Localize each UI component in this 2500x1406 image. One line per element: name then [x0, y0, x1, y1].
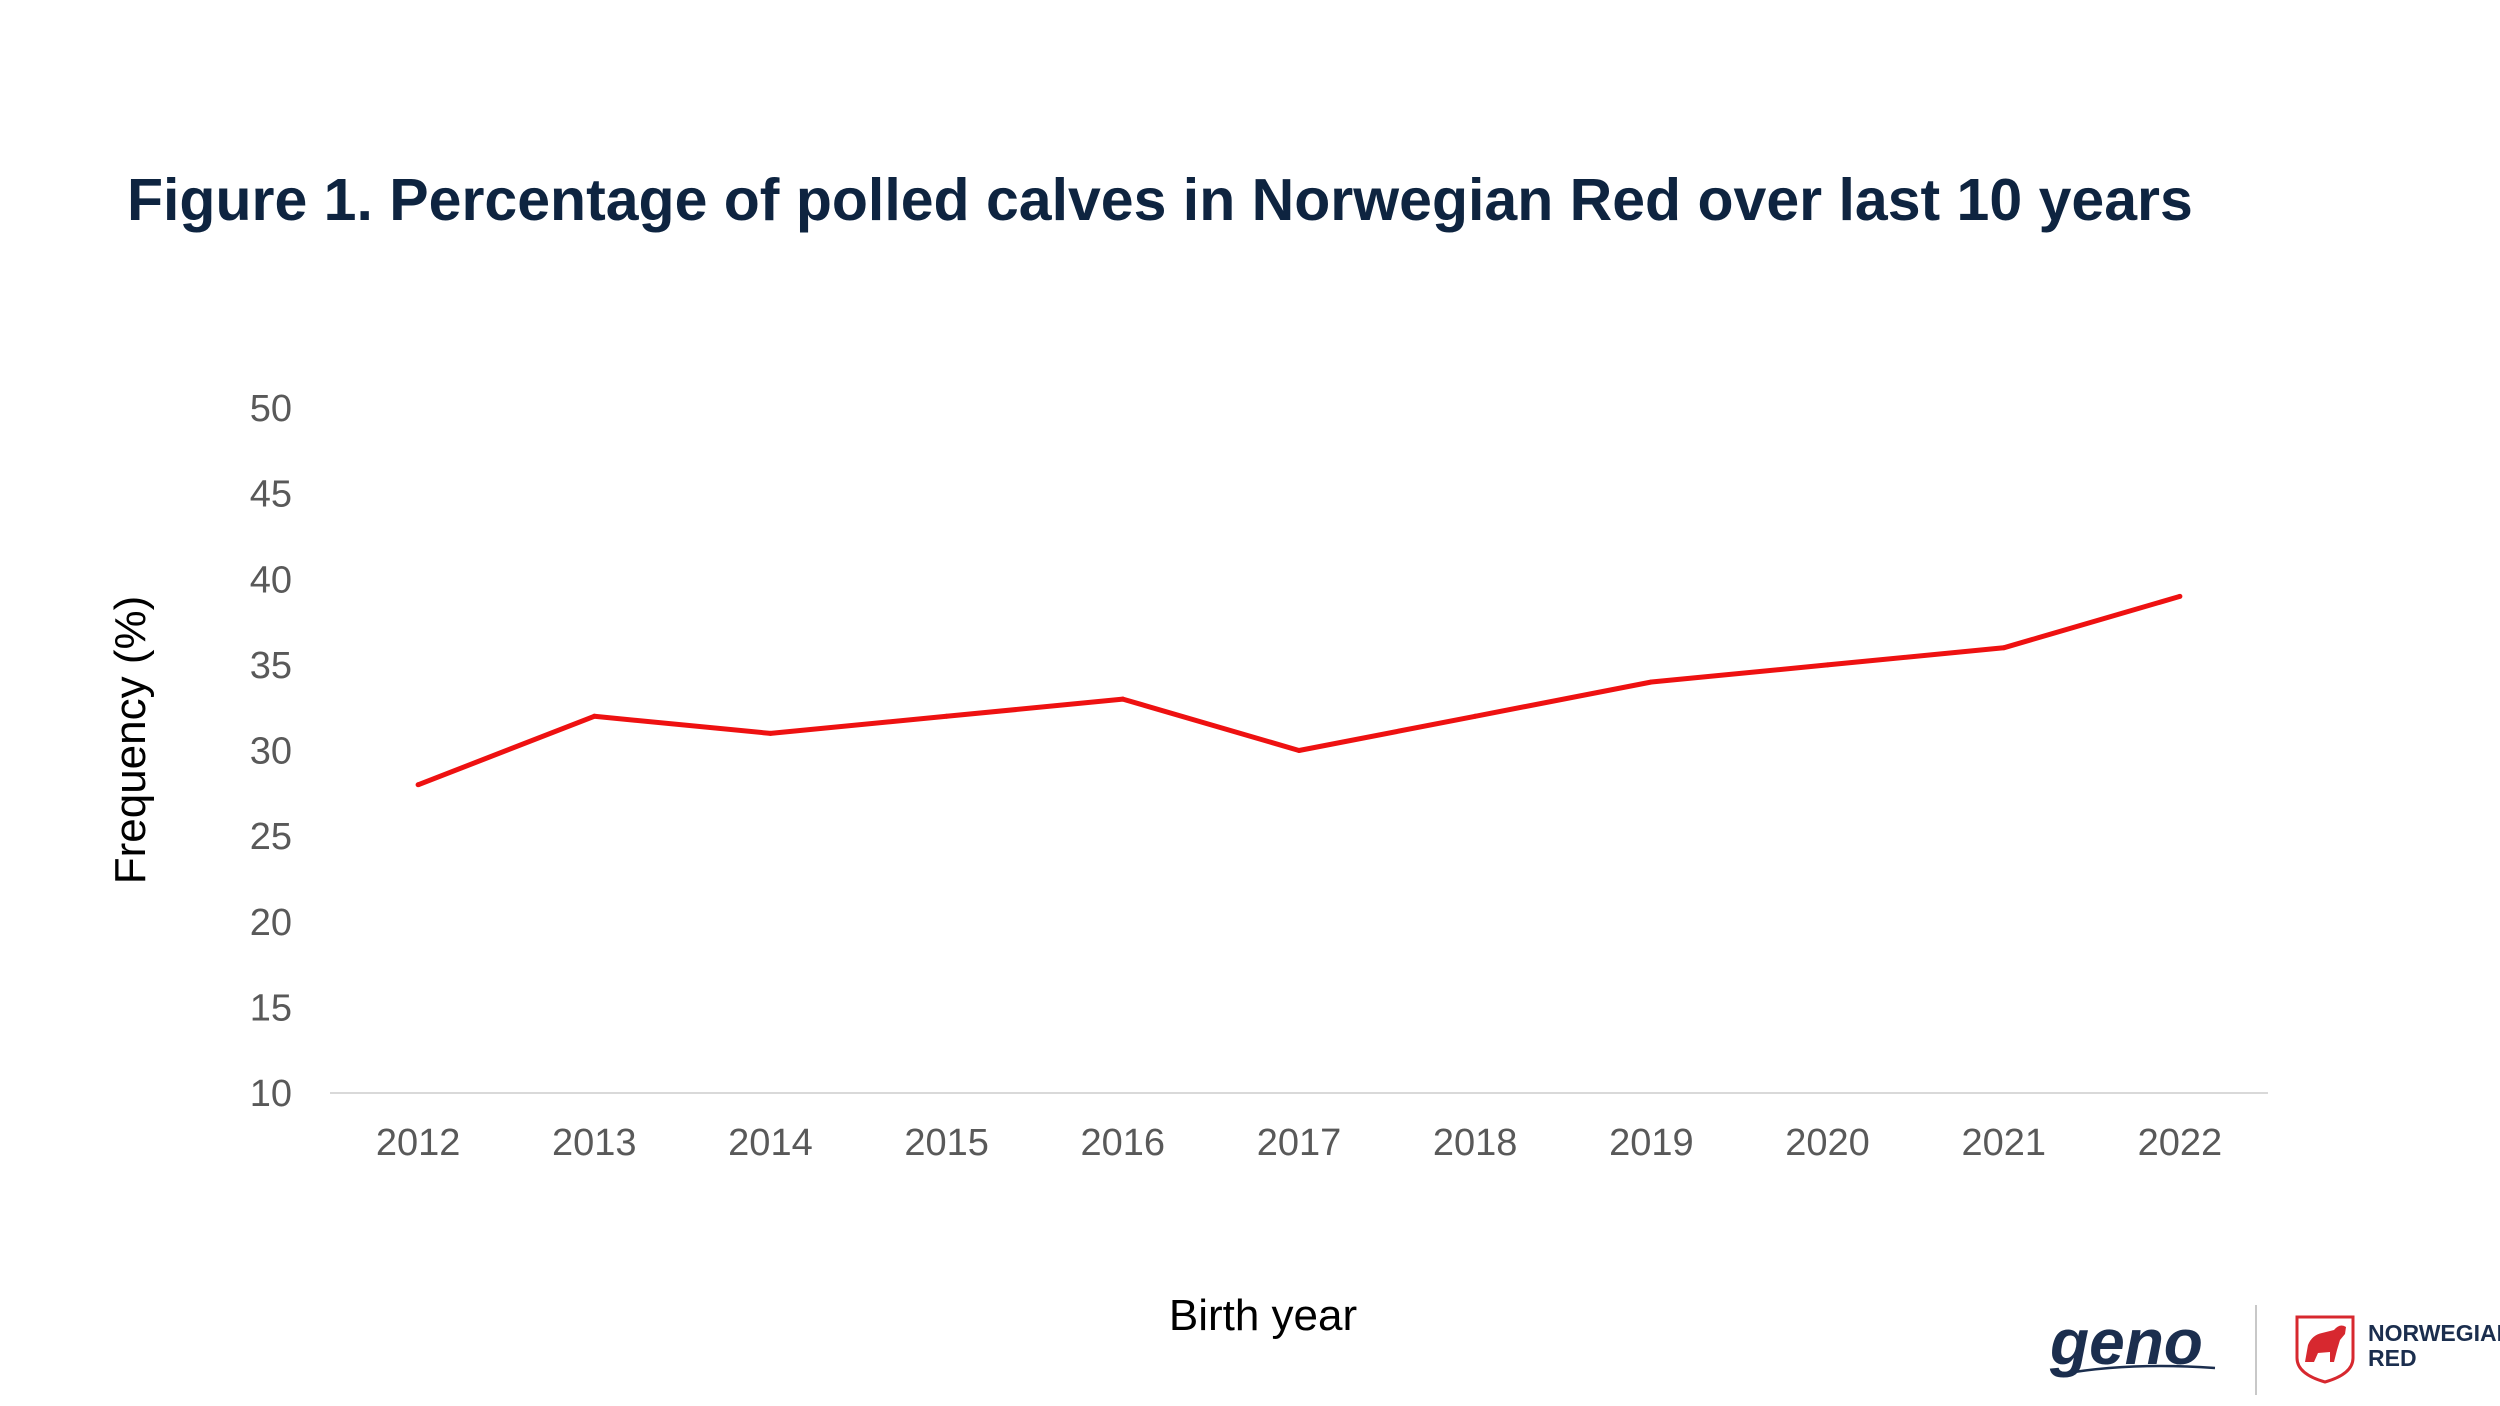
y-axis-ticks: 10 15 20 25 30 35 40 45 50: [250, 388, 292, 1115]
y-tick-label: 10: [250, 1073, 292, 1115]
data-point: [944, 713, 950, 719]
data-point: [767, 730, 773, 736]
x-tick-label: 2016: [1081, 1122, 1166, 1164]
y-tick-label: 35: [250, 645, 292, 687]
x-tick-label: 2018: [1433, 1122, 1518, 1164]
y-tick-label: 50: [250, 388, 292, 430]
data-point: [415, 782, 421, 788]
data-point: [591, 713, 597, 719]
x-tick-label: 2020: [1785, 1122, 1870, 1164]
figure-title: Figure 1. Percentage of polled calves in…: [127, 167, 2193, 233]
y-tick-label: 25: [250, 816, 292, 858]
x-axis-title: Birth year: [1169, 1291, 1357, 1340]
y-tick-label: 20: [250, 902, 292, 944]
data-point: [2177, 593, 2183, 599]
data-point: [1120, 696, 1126, 702]
data-point: [1825, 662, 1831, 668]
data-point: [2001, 645, 2007, 651]
x-tick-label: 2014: [728, 1122, 813, 1164]
x-axis-ticks: 2012 2013 2014 2015 2016 2017 2018 2019 2020 2021…: [376, 1122, 2222, 1164]
y-tick-label: 40: [250, 559, 292, 601]
x-tick-label: 2013: [552, 1122, 637, 1164]
x-tick-label: 2022: [2138, 1122, 2223, 1164]
y-axis-title: Frequency (%): [106, 596, 155, 885]
data-point: [1472, 713, 1478, 719]
x-tick-label: 2019: [1609, 1122, 1694, 1164]
y-tick-label: 30: [250, 731, 292, 773]
x-tick-label: 2021: [1961, 1122, 2046, 1164]
y-tick-label: 45: [250, 474, 292, 516]
x-tick-label: 2015: [904, 1122, 989, 1164]
data-point: [1296, 748, 1302, 753]
x-tick-label: 2017: [1257, 1122, 1342, 1164]
data-point: [1648, 679, 1654, 685]
series-group: [415, 593, 2183, 788]
x-tick-label: 2012: [376, 1122, 461, 1164]
series-line: [417, 594, 2181, 788]
y-tick-label: 15: [250, 987, 292, 1029]
